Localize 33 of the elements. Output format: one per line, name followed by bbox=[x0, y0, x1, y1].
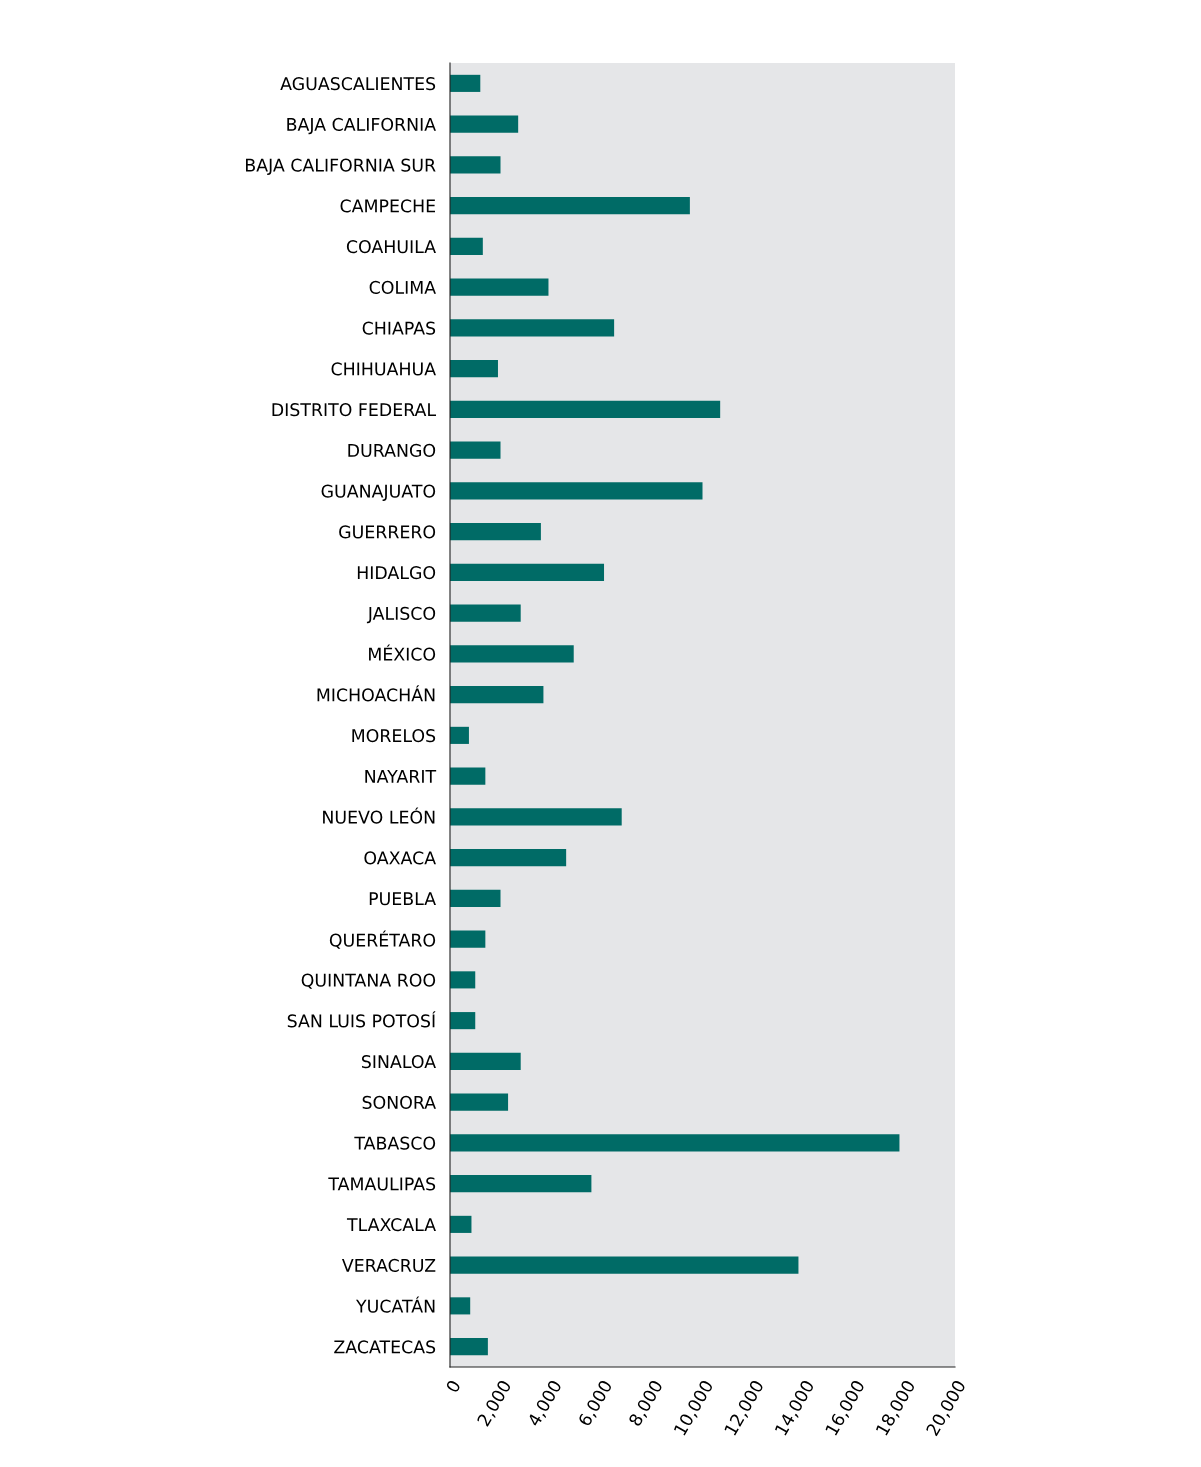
y-tick-label: MICHOACHÁN bbox=[317, 685, 435, 702]
y-tick-label: DURANGO bbox=[348, 443, 436, 457]
y-tick-label: COAHUILA bbox=[346, 240, 436, 254]
y-tick-label: OAXACA bbox=[364, 851, 436, 865]
y-tick-label: SINALOA bbox=[361, 1055, 436, 1069]
y-tick-label: GUERRERO bbox=[339, 525, 436, 539]
y-tick-label: SAN LUIS POTOSÍ bbox=[287, 1011, 436, 1028]
y-tick-label: CHIHUAHUA bbox=[331, 362, 436, 376]
y-tick-label: TABASCO bbox=[354, 1136, 436, 1150]
y-tick-label: TLAXCALA bbox=[346, 1218, 436, 1232]
y-tick-label: TAMAULIPAS bbox=[328, 1177, 436, 1191]
y-tick-label: JALISCO bbox=[366, 606, 436, 624]
y-tick-label: CAMPECHE bbox=[340, 199, 435, 213]
y-tick-label: SONORA bbox=[362, 1095, 436, 1109]
y-tick-label: NUEVO LEÓN bbox=[323, 807, 435, 824]
y-tick-label: MORELOS bbox=[352, 729, 436, 743]
y-tick-label: ZACATECAS bbox=[334, 1340, 436, 1354]
y-tick-label: MÉXICO bbox=[369, 644, 436, 661]
y-tick-label: VERACRUZ bbox=[341, 1258, 436, 1272]
y-tick-label: NAYARIT bbox=[365, 770, 437, 783]
y-tick-label: DISTRITO FEDERAL bbox=[272, 403, 437, 417]
y-tick-label: PUEBLA bbox=[369, 892, 436, 906]
y-tick-label: QUERÉTARO bbox=[329, 930, 436, 949]
y-tick-label: QUINTANA ROO bbox=[301, 973, 436, 989]
y-tick-label: AGUASCALIENTES bbox=[280, 77, 436, 91]
y-tick-label: BAJA CALIFORNIA bbox=[287, 117, 436, 135]
y-tick-label: COLIMA bbox=[369, 280, 436, 294]
y-tick-label: CHIAPAS bbox=[362, 321, 436, 335]
x-tick-label: 0 bbox=[445, 1379, 462, 1394]
y-tick-label: BAJA CALIFORNIA SUR bbox=[246, 158, 436, 175]
y-tick-label: GUANAJUATO bbox=[321, 484, 436, 501]
y-tick-label: HIDALGO bbox=[357, 566, 436, 580]
y-tick-label: YUCATÁN bbox=[355, 1296, 435, 1313]
